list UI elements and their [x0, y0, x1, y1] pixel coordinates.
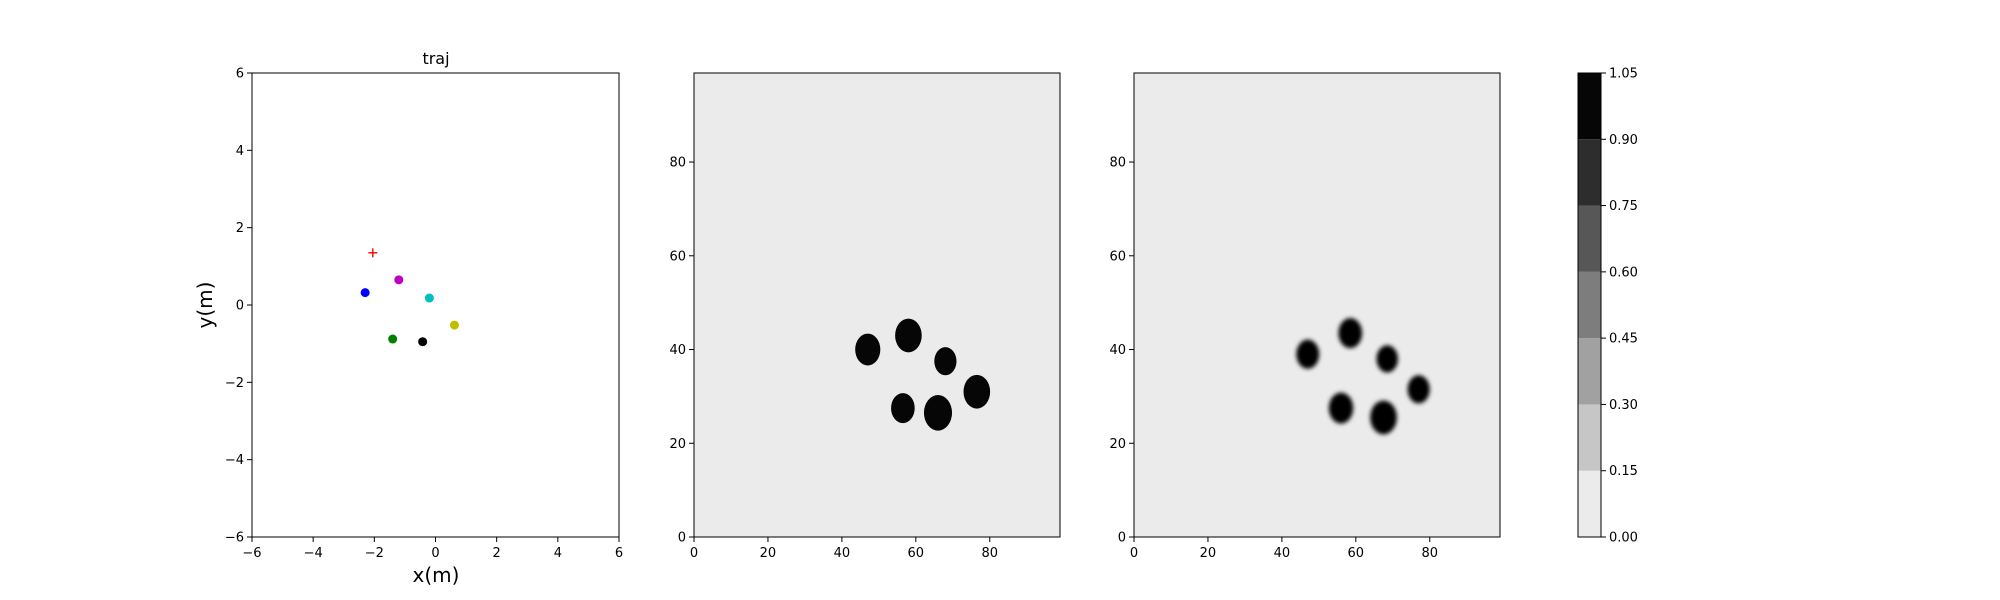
traj-point: [424, 293, 434, 303]
traj-x-tick-label: −4: [304, 546, 323, 561]
map-1-y-ticks: 0 20 40 60 80: [669, 156, 694, 546]
map-2-blobs: [1296, 318, 1430, 435]
colorbar-segment: [1578, 73, 1601, 140]
map-2-plot-area: [1134, 73, 1500, 537]
traj-y-tick-label: 0: [236, 299, 244, 314]
map-2-blob: [1407, 375, 1430, 404]
colorbar-tick-label: 0.30: [1609, 398, 1638, 413]
map-2-x-ticks: 0 20 40 60 80: [1130, 537, 1438, 561]
map-1-plot-area: [694, 73, 1060, 537]
map-1-y-tick-label: 20: [669, 437, 686, 452]
colorbar-segment: [1578, 404, 1601, 471]
colorbar-ticks: 0.00 0.15 0.30 0.45 0.60 0.75 0.90 1.05: [1601, 67, 1638, 546]
colorbar-segments: [1578, 73, 1601, 537]
traj-point: [449, 320, 459, 330]
map-1-blob: [934, 347, 957, 376]
map-2-y-tick-label: 40: [1109, 343, 1126, 358]
map-2-x-tick-label: 20: [1200, 546, 1217, 561]
traj-x-tick-label: 2: [493, 546, 501, 561]
map-2-x-tick-label: 80: [1421, 546, 1438, 561]
map-1-blob: [895, 318, 922, 353]
colorbar-frame: [1577, 72, 1602, 538]
map-1-x-tick-label: 60: [908, 546, 925, 561]
traj-y-tick-label: 4: [236, 144, 244, 159]
map-1-y-tick-label: 60: [669, 249, 686, 264]
colorbar-tick-label: 1.05: [1609, 67, 1638, 82]
map-1-blob: [855, 333, 881, 366]
traj-y-ticks: −6 −4 −2 0 2 4 6: [225, 67, 252, 546]
traj-x-tick-label: 4: [554, 546, 562, 561]
traj-y-tick-label: 6: [236, 67, 244, 82]
traj-x-tick-label: −6: [242, 546, 261, 561]
colorbar-tick-label: 0.45: [1609, 332, 1638, 347]
traj-point: [418, 337, 428, 347]
traj-points: [360, 248, 459, 347]
map-2-y-tick-label: 20: [1109, 437, 1126, 452]
traj-goal-marker: [368, 248, 378, 258]
colorbar-segment: [1578, 338, 1601, 405]
colorbar: 0.00 0.15 0.30 0.45 0.60 0.75 0.90 1.05: [1577, 67, 1638, 546]
map-1-blob: [923, 394, 953, 431]
map-1-blobs: [855, 318, 991, 431]
map-panel-1: 0 20 40 60 80 0 20 40 60 80: [669, 72, 1061, 561]
colorbar-segment: [1578, 205, 1601, 272]
map-2-blob: [1328, 392, 1354, 424]
map-1-blob: [891, 393, 915, 424]
map-2-blob: [1376, 345, 1398, 373]
traj-x-tick-label: −2: [365, 546, 384, 561]
map-2-x-tick-label: 40: [1274, 546, 1291, 561]
map-2-blob: [1296, 339, 1320, 369]
map-1-y-tick-label: 0: [678, 531, 686, 546]
traj-y-tick-label: 2: [236, 221, 244, 236]
map-1-x-tick-label: 40: [834, 546, 851, 561]
traj-point: [394, 275, 404, 285]
map-2-blob: [1370, 400, 1397, 435]
map-2-blob: [1338, 318, 1363, 349]
colorbar-tick-label: 0.00: [1609, 531, 1638, 546]
traj-point: [388, 334, 398, 344]
traj-x-tick-label: 6: [615, 546, 623, 561]
map-1-x-tick-label: 0: [690, 546, 698, 561]
map-2-y-tick-label: 80: [1109, 156, 1126, 171]
traj-y-axis-label: y(m): [193, 282, 217, 329]
colorbar-tick-label: 0.15: [1609, 464, 1638, 479]
map-1-x-ticks: 0 20 40 60 80: [690, 537, 998, 561]
colorbar-tick-label: 0.60: [1609, 265, 1638, 280]
map-2-x-tick-label: 60: [1348, 546, 1365, 561]
colorbar-tick-label: 0.75: [1609, 199, 1638, 214]
map-2-y-ticks: 0 20 40 60 80: [1109, 156, 1134, 546]
map-2-x-tick-label: 0: [1130, 546, 1138, 561]
traj-y-tick-label: −2: [225, 376, 244, 391]
map-panel-2: 0 20 40 60 80 0 20 40 60 80: [1109, 72, 1501, 561]
map-1-x-tick-label: 20: [760, 546, 777, 561]
traj-plot-area: [251, 72, 620, 538]
traj-point: [360, 288, 370, 298]
colorbar-segment: [1578, 470, 1601, 537]
map-1-y-tick-label: 80: [669, 156, 686, 171]
traj-title: traj: [422, 49, 449, 68]
traj-panel: traj −6 −4 −2 0 2 4 6 −6 −4 −2 0 2 4 6 x(m) y(m): [193, 49, 623, 587]
traj-y-tick-label: −4: [225, 453, 244, 468]
colorbar-segment: [1578, 139, 1601, 206]
map-1-y-tick-label: 40: [669, 343, 686, 358]
traj-x-tick-label: 0: [431, 546, 439, 561]
colorbar-tick-label: 0.90: [1609, 133, 1638, 148]
traj-x-axis-label: x(m): [413, 563, 460, 587]
map-1-x-tick-label: 80: [981, 546, 998, 561]
map-1-frame: [693, 72, 1061, 538]
map-2-y-tick-label: 0: [1118, 531, 1126, 546]
traj-y-tick-label: −6: [225, 531, 244, 546]
map-2-frame: [1133, 72, 1501, 538]
colorbar-segment: [1578, 271, 1601, 339]
map-1-blob: [963, 374, 991, 409]
map-2-y-tick-label: 60: [1109, 249, 1126, 264]
traj-x-ticks: −6 −4 −2 0 2 4 6: [242, 537, 623, 561]
